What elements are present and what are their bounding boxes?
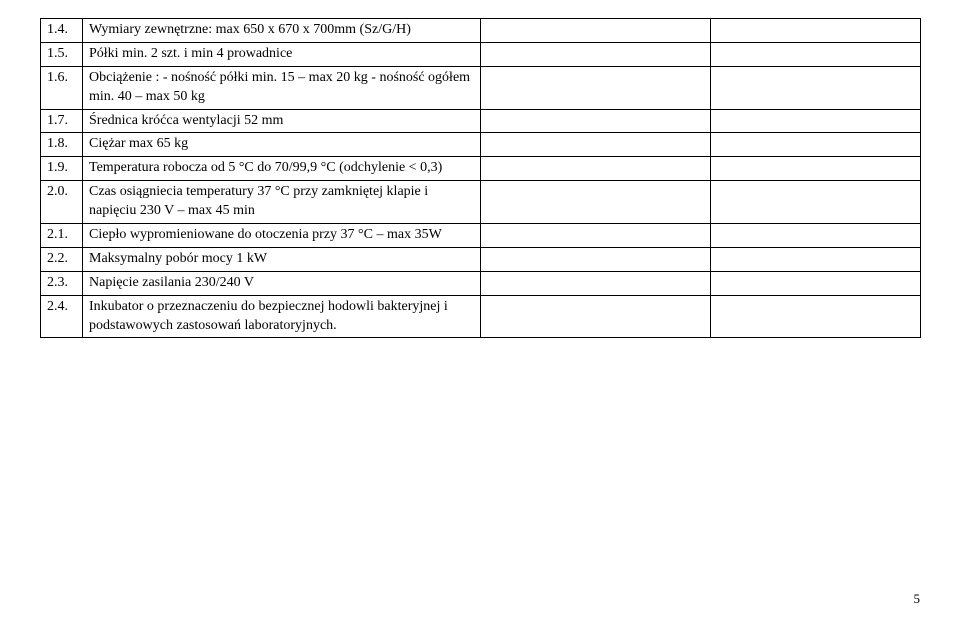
table-row: 1.6. Obciążenie : - nośność półki min. 1… (41, 66, 921, 109)
table-row: 1.4. Wymiary zewnętrzne: max 650 x 670 x… (41, 19, 921, 43)
row-desc: Obciążenie : - nośność półki min. 15 – m… (83, 66, 481, 109)
table-row: 2.4. Inkubator o przeznaczeniu do bezpie… (41, 295, 921, 338)
row-blank-b (711, 66, 921, 109)
page-number: 5 (914, 591, 921, 607)
row-number: 2.4. (41, 295, 83, 338)
spec-table: 1.4. Wymiary zewnętrzne: max 650 x 670 x… (40, 18, 921, 338)
spec-table-body: 1.4. Wymiary zewnętrzne: max 650 x 670 x… (41, 19, 921, 338)
row-desc: Ciepło wypromieniowane do otoczenia przy… (83, 224, 481, 248)
table-row: 1.7. Średnica króćca wentylacji 52 mm (41, 109, 921, 133)
table-row: 2.1. Ciepło wypromieniowane do otoczenia… (41, 224, 921, 248)
row-blank-a (481, 295, 711, 338)
row-number: 1.5. (41, 42, 83, 66)
row-number: 1.6. (41, 66, 83, 109)
row-blank-a (481, 181, 711, 224)
row-blank-b (711, 181, 921, 224)
row-blank-a (481, 247, 711, 271)
row-number: 2.0. (41, 181, 83, 224)
row-number: 2.1. (41, 224, 83, 248)
row-blank-a (481, 224, 711, 248)
row-blank-b (711, 247, 921, 271)
row-number: 2.2. (41, 247, 83, 271)
row-number: 1.4. (41, 19, 83, 43)
row-desc: Napięcie zasilania 230/240 V (83, 271, 481, 295)
row-number: 2.3. (41, 271, 83, 295)
table-row: 2.2. Maksymalny pobór mocy 1 kW (41, 247, 921, 271)
row-desc: Maksymalny pobór mocy 1 kW (83, 247, 481, 271)
row-blank-a (481, 157, 711, 181)
row-desc: Średnica króćca wentylacji 52 mm (83, 109, 481, 133)
row-blank-b (711, 109, 921, 133)
row-blank-a (481, 271, 711, 295)
row-blank-b (711, 19, 921, 43)
page: 1.4. Wymiary zewnętrzne: max 650 x 670 x… (0, 0, 960, 623)
row-blank-a (481, 66, 711, 109)
row-blank-a (481, 109, 711, 133)
row-blank-b (711, 133, 921, 157)
table-row: 2.3. Napięcie zasilania 230/240 V (41, 271, 921, 295)
table-row: 1.5. Półki min. 2 szt. i min 4 prowadnic… (41, 42, 921, 66)
row-blank-b (711, 42, 921, 66)
row-blank-b (711, 157, 921, 181)
row-desc: Czas osiągniecia temperatury 37 °C przy … (83, 181, 481, 224)
row-desc: Półki min. 2 szt. i min 4 prowadnice (83, 42, 481, 66)
row-desc: Ciężar max 65 kg (83, 133, 481, 157)
row-blank-a (481, 42, 711, 66)
row-number: 1.9. (41, 157, 83, 181)
row-blank-a (481, 133, 711, 157)
row-blank-b (711, 224, 921, 248)
row-number: 1.7. (41, 109, 83, 133)
table-row: 1.8. Ciężar max 65 kg (41, 133, 921, 157)
table-row: 2.0. Czas osiągniecia temperatury 37 °C … (41, 181, 921, 224)
row-blank-b (711, 271, 921, 295)
row-blank-a (481, 19, 711, 43)
row-desc: Temperatura robocza od 5 °C do 70/99,9 °… (83, 157, 481, 181)
table-row: 1.9. Temperatura robocza od 5 °C do 70/9… (41, 157, 921, 181)
row-blank-b (711, 295, 921, 338)
row-desc: Wymiary zewnętrzne: max 650 x 670 x 700m… (83, 19, 481, 43)
row-number: 1.8. (41, 133, 83, 157)
row-desc: Inkubator o przeznaczeniu do bezpiecznej… (83, 295, 481, 338)
